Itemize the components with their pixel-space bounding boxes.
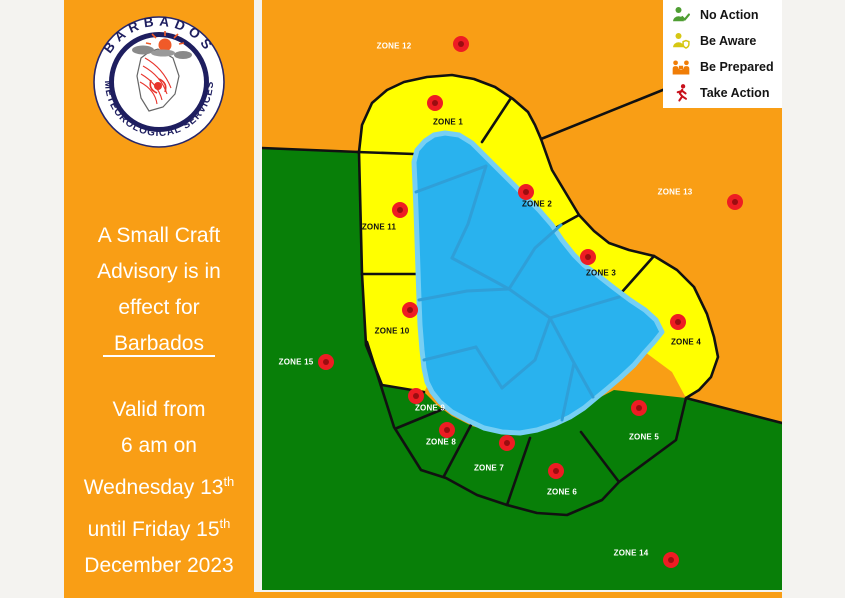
zone-status-dot xyxy=(402,302,418,318)
person-shield-icon xyxy=(671,31,691,51)
zone-label: ZONE 14 xyxy=(613,548,649,558)
zone-label: ZONE 8 xyxy=(425,437,457,447)
person-run-icon xyxy=(671,83,691,103)
zone-status-dot xyxy=(427,95,443,111)
zone-status-dot xyxy=(670,314,686,330)
zone-label: ZONE 13 xyxy=(657,187,693,197)
validity-line-4: until Friday 15th xyxy=(87,516,231,541)
zone-boundary-lines xyxy=(262,40,782,517)
zone-label: ZONE 6 xyxy=(546,487,578,497)
zone-status-dot xyxy=(408,388,424,404)
legend-item: Take Action xyxy=(663,80,782,106)
zone-status-dot xyxy=(727,194,743,210)
zone-label: ZONE 2 xyxy=(521,199,553,209)
panel-divider xyxy=(103,355,215,357)
advisory-panel: BARBADOS METEOROLOGICAL SERVICES xyxy=(64,0,254,592)
zone-label: ZONE 7 xyxy=(473,463,505,473)
zone-status-dot xyxy=(663,552,679,568)
zone-status-dot xyxy=(548,463,564,479)
legend-item-label: Be Prepared xyxy=(700,60,774,74)
legend-item-label: No Action xyxy=(700,8,759,22)
zone-status-dot xyxy=(631,400,647,416)
zone-map: ZONE 1 ZONE 2 ZONE 3 ZONE 4 ZONE 5 ZONE 6 ZONE… xyxy=(262,0,782,590)
zone-status-dot xyxy=(439,422,455,438)
safe-green-region xyxy=(262,148,782,590)
legend-item: No Action xyxy=(663,2,782,28)
logo-island-graphic xyxy=(132,31,192,112)
legend-item: Be Aware xyxy=(663,28,782,54)
zone-label: ZONE 12 xyxy=(376,41,412,51)
zone-status-dot xyxy=(518,184,534,200)
action-legend: No Action Be Aware Be Prepared Take Action xyxy=(663,0,782,108)
validity-line-3: Wednesday 13th xyxy=(83,474,235,499)
met-services-logo: BARBADOS METEOROLOGICAL SERVICES xyxy=(91,14,227,150)
zone-label: ZONE 15 xyxy=(278,357,314,367)
zone-status-dot xyxy=(499,435,515,451)
zone-label: ZONE 10 xyxy=(374,326,410,336)
validity-line-1: Valid from xyxy=(112,398,206,421)
island-barbados xyxy=(411,130,665,436)
validity-text: Valid from 6 am on Wednesday 13th until … xyxy=(64,392,254,584)
zone-label: ZONE 4 xyxy=(670,337,702,347)
zone-label: ZONE 3 xyxy=(585,268,617,278)
legend-item-label: Take Action xyxy=(700,86,770,100)
zone-label: ZONE 11 xyxy=(361,222,397,232)
legend-item: Be Prepared xyxy=(663,54,782,80)
advisory-headline: A Small Craft Advisory is in effect for … xyxy=(97,224,221,355)
zone-status-dot xyxy=(392,202,408,218)
zone-status-dot xyxy=(453,36,469,52)
zone-status-dot xyxy=(318,354,334,370)
validity-line-2: 6 am on xyxy=(121,434,197,457)
zone-label: ZONE 5 xyxy=(628,432,660,442)
validity-line-5: December 2023 xyxy=(84,554,234,577)
zone-label: ZONE 9 xyxy=(414,403,446,413)
people-prepare-icon xyxy=(671,57,691,77)
zone-label: ZONE 1 xyxy=(432,117,464,127)
parish-boundaries xyxy=(414,164,621,422)
person-check-icon xyxy=(671,5,691,25)
zone-status-dot xyxy=(580,249,596,265)
bottom-orange-strip xyxy=(64,592,782,598)
legend-item-label: Be Aware xyxy=(700,34,757,48)
